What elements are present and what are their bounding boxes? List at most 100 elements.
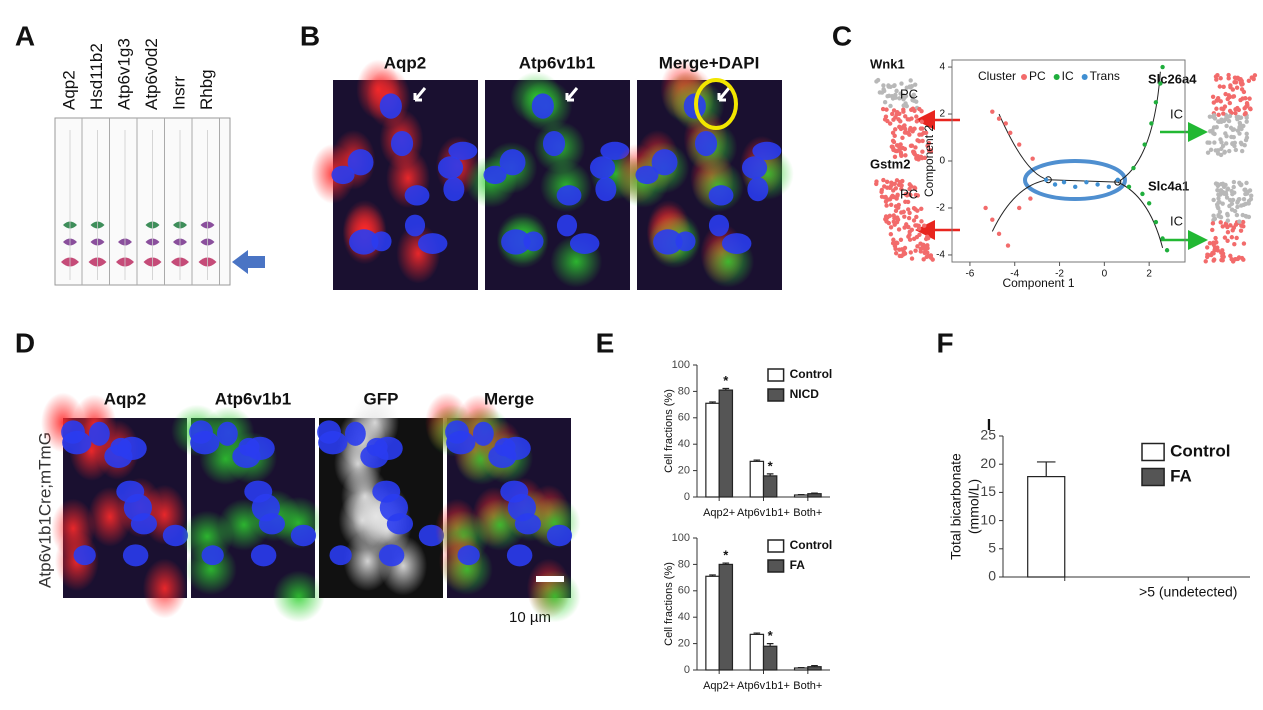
umap-dot [913, 248, 918, 253]
nucleus [344, 421, 366, 446]
point [1028, 196, 1033, 201]
umap-dot [1225, 96, 1230, 102]
umap-dot [1232, 208, 1238, 214]
stain [272, 570, 325, 623]
nucleus [556, 214, 578, 237]
umap-dot [879, 194, 885, 199]
umap-dot [920, 149, 925, 154]
umap-dot [1213, 181, 1219, 186]
umap-dot [884, 179, 890, 185]
umap-dot [908, 78, 913, 83]
nucleus [694, 130, 718, 157]
umap-dot [888, 184, 893, 189]
point [1008, 130, 1013, 136]
umap-dot [919, 119, 924, 124]
umap-dot [1225, 213, 1230, 218]
umap-dot [915, 244, 920, 249]
umap-dot [1222, 235, 1228, 240]
y-tick-label: 80 [678, 385, 690, 397]
panel-label: C [832, 20, 852, 51]
legend-swatch [1141, 467, 1165, 487]
umap-dot [1214, 240, 1219, 245]
nucleus [386, 513, 414, 535]
umap-cluster: IC [1170, 106, 1183, 121]
nucleus [372, 480, 401, 503]
umap-dot [1215, 95, 1221, 101]
nucleus [542, 130, 566, 157]
point [1106, 184, 1112, 190]
error-bar [709, 401, 716, 404]
channel-title: Merge [484, 389, 534, 408]
legend-title: Cluster [978, 69, 1016, 83]
umap-dot [1225, 218, 1231, 223]
umap-dot [1239, 82, 1244, 87]
umap-dot [896, 227, 902, 232]
umap-dot [888, 231, 894, 237]
bar [807, 666, 822, 671]
umap-dot [907, 186, 912, 192]
arrow [565, 87, 579, 102]
umap-dot [1244, 131, 1249, 137]
umap-dot [1218, 220, 1223, 225]
umap-dot [914, 155, 919, 161]
legend-swatch [1141, 442, 1165, 462]
row-label: Atp6v1b1Cre;mTmG [35, 432, 54, 588]
umap-dot [902, 214, 907, 219]
umap-dot [917, 232, 922, 238]
umap-dot [883, 194, 888, 200]
umap-dot [1214, 106, 1219, 111]
arrow [413, 87, 427, 102]
umap-dot [919, 219, 924, 224]
legend-swatch [1021, 74, 1027, 80]
channel-title: Merge+DAPI [659, 53, 760, 72]
umap-dot [902, 146, 908, 152]
umap-dot [907, 232, 912, 238]
umap-dot [891, 237, 896, 242]
umap-dot [1233, 222, 1239, 227]
x-tick-label: >5 (undetected) [1139, 584, 1237, 600]
umap-dot [1232, 190, 1237, 195]
umap-dot [923, 245, 928, 250]
umap-dot [885, 118, 890, 124]
umap-dot [920, 138, 925, 144]
bar [749, 633, 765, 671]
gene-label: Insrr [169, 76, 188, 110]
y-tick-label: 60 [678, 412, 690, 424]
y-tick-label: 40 [678, 438, 690, 450]
point [1095, 182, 1100, 187]
gene-label: Atp6v1g3 [114, 38, 133, 110]
umap-dot [1242, 112, 1248, 117]
umap-dot [1223, 192, 1229, 197]
nucleus [448, 141, 478, 160]
umap-dot [1212, 131, 1217, 137]
umap-dot [892, 181, 897, 186]
umap-dot [1240, 219, 1246, 225]
highlight-ellipse [1023, 159, 1127, 201]
panel-label: B [300, 20, 320, 51]
scale-bar [536, 576, 564, 582]
umap-dot [1216, 213, 1221, 218]
umap-dot [1233, 107, 1238, 112]
nucleus [483, 165, 507, 185]
umap-dot [914, 119, 920, 124]
bar [1027, 476, 1066, 578]
y-tick-label: -2 [936, 203, 945, 214]
umap-dot [1229, 134, 1234, 140]
error-bar [1036, 461, 1056, 477]
stain [142, 558, 187, 619]
umap-dot [1229, 235, 1235, 240]
y-tick-label: 100 [672, 532, 690, 544]
y-tick-label: 20 [678, 465, 690, 477]
nucleus [117, 436, 147, 461]
y-tick-label: -4 [936, 250, 945, 261]
stain [338, 490, 387, 551]
umap-dot [1212, 257, 1217, 262]
nucleus [752, 141, 782, 160]
y-tick-label: 100 [672, 359, 690, 371]
umap-dot [899, 210, 904, 215]
x-tick-label: Both+ [793, 680, 822, 692]
umap-dot [923, 130, 929, 136]
point [1158, 81, 1163, 86]
nucleus [329, 545, 352, 566]
umap-dot [891, 213, 896, 218]
